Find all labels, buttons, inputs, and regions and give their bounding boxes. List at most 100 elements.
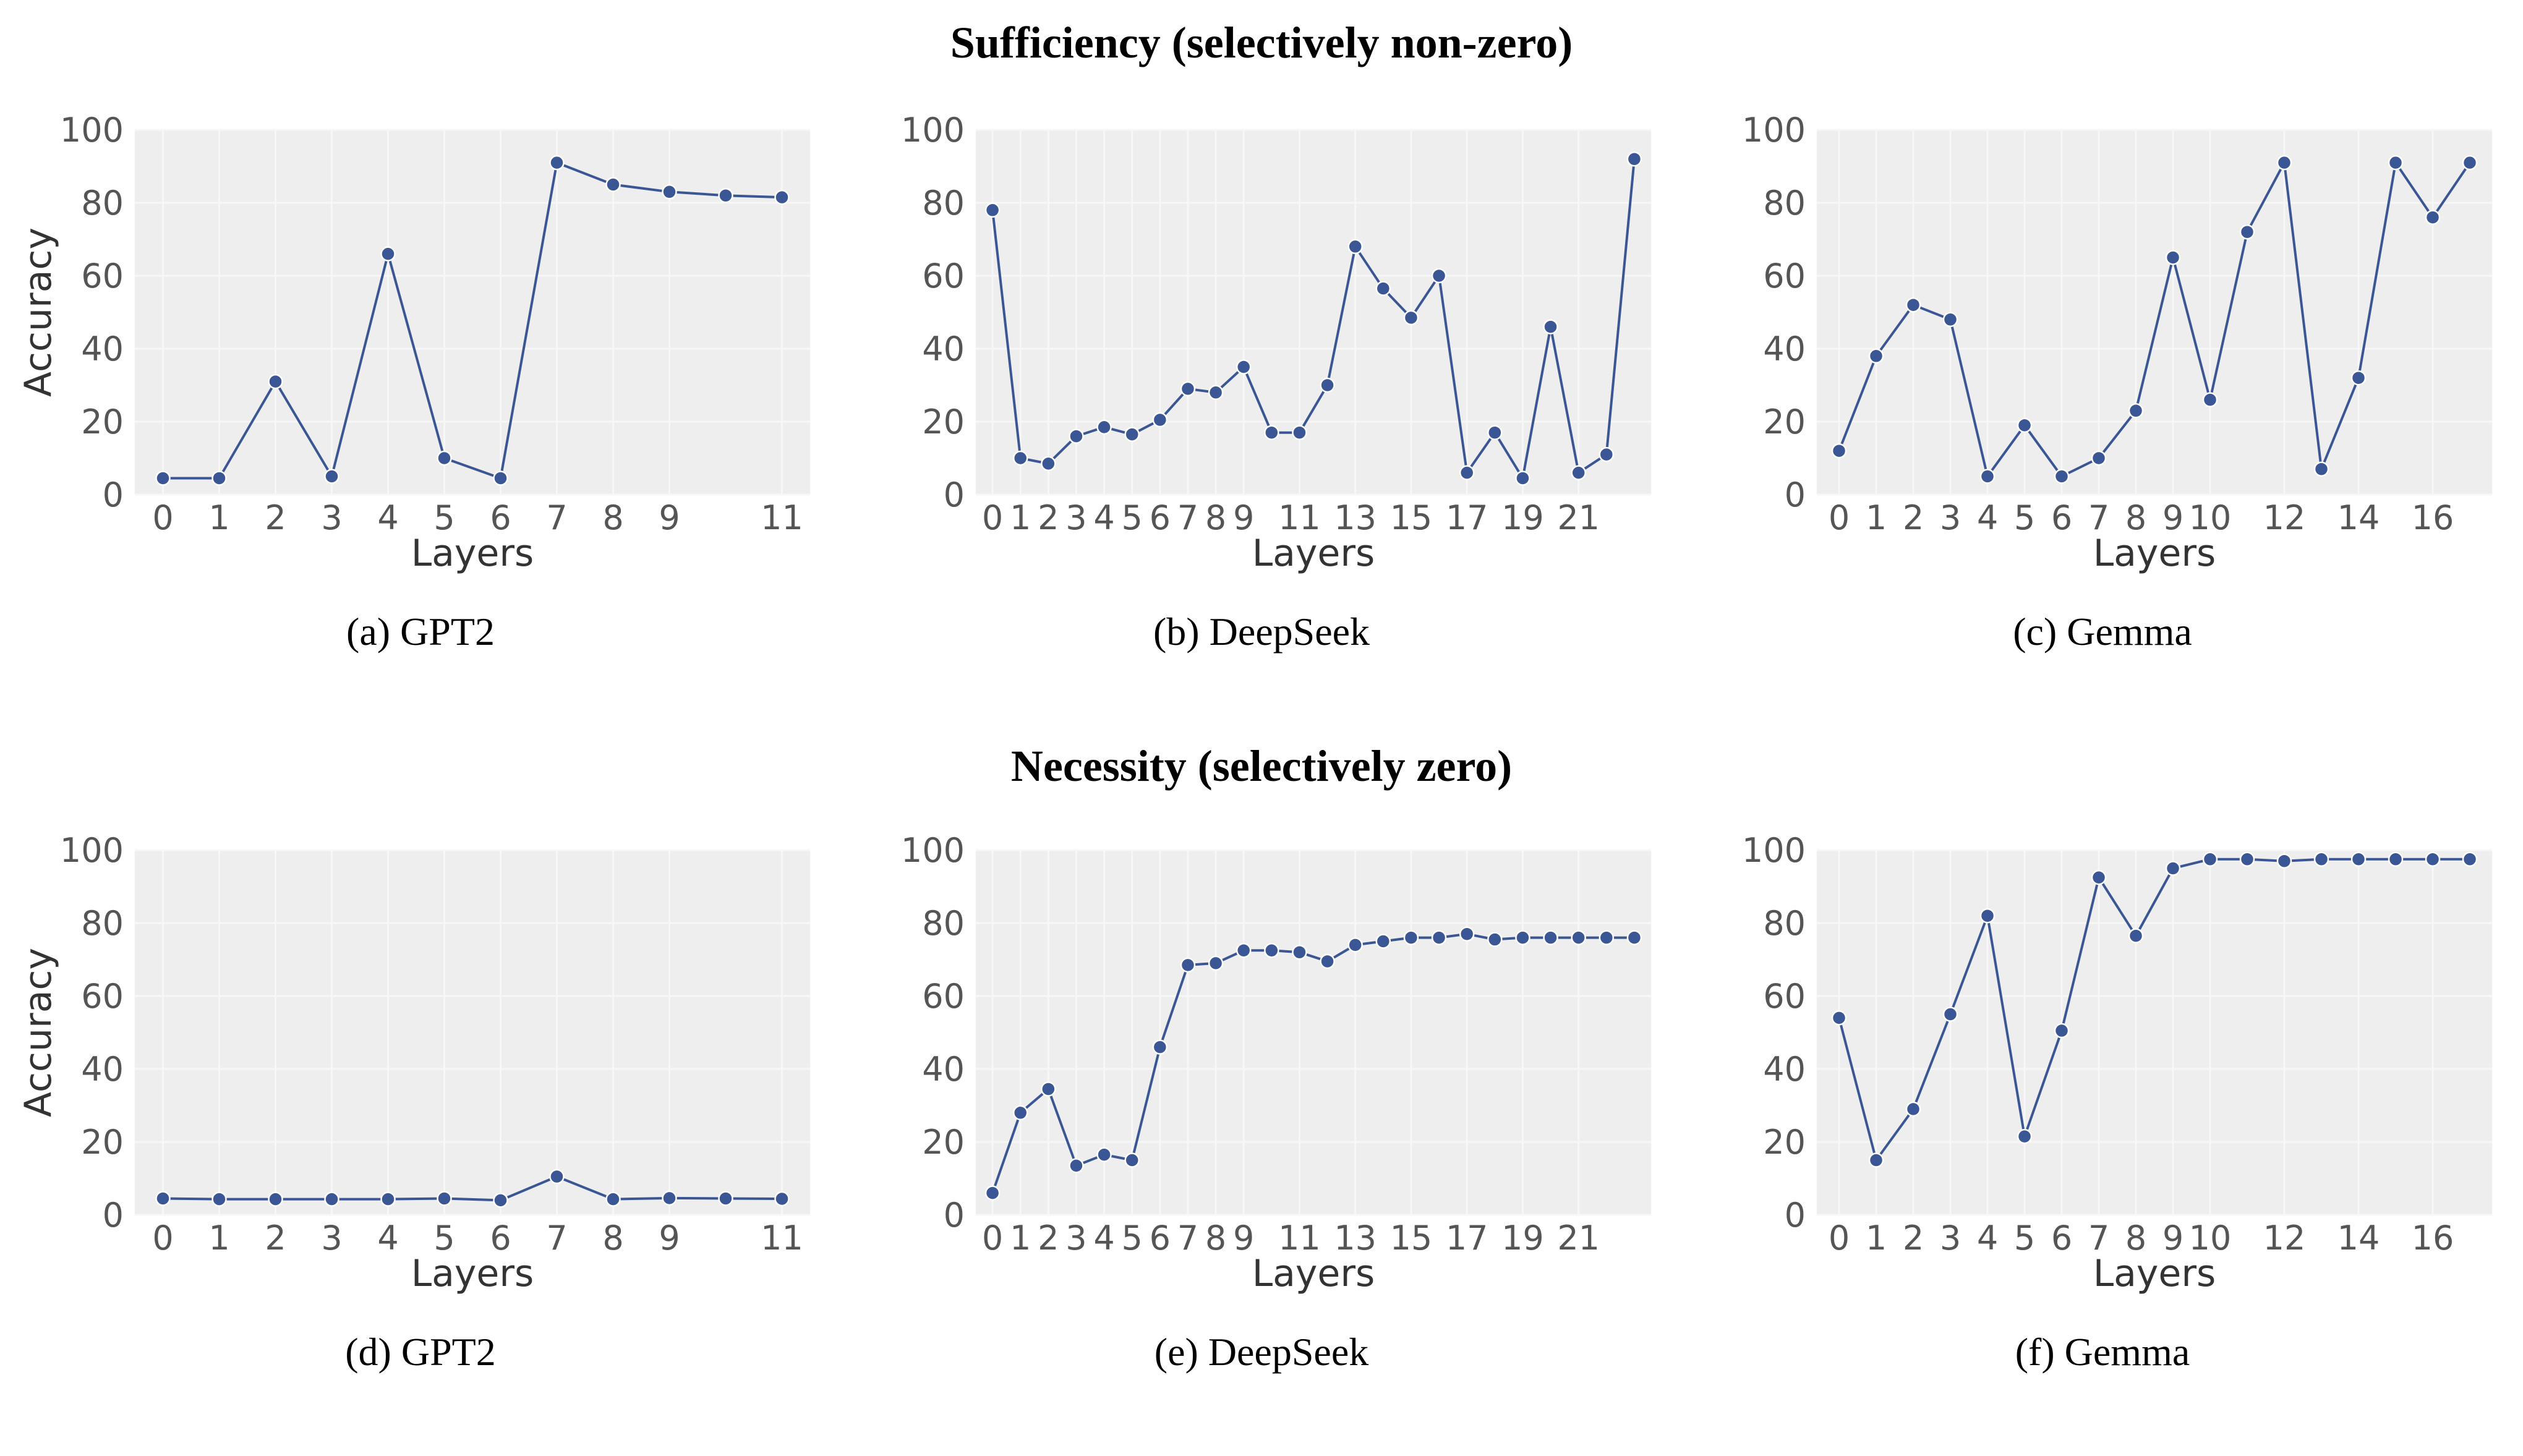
data-point (1868, 1152, 1884, 1168)
y-tick-label: 60 (922, 977, 965, 1016)
data-point (2017, 1128, 2033, 1144)
x-tick-label: 5 (433, 1219, 455, 1258)
data-point (1347, 239, 1363, 255)
data-point (1599, 446, 1615, 462)
y-tick-label: 20 (81, 1123, 124, 1162)
data-point (1347, 937, 1363, 953)
data-point (718, 187, 733, 203)
data-point (1403, 930, 1419, 945)
data-point (1012, 450, 1028, 466)
x-tick-label: 0 (152, 498, 173, 537)
caption-d: (d) GPT2 (345, 1330, 496, 1374)
y-tick-label: 0 (944, 475, 965, 514)
chart-panel-d: 0 20 40 60 80 100 0 1 2 3 4 5 6 7 8 9 11 Layers Accuracy (… (0, 831, 841, 1456)
data-point (1012, 1105, 1028, 1121)
x-tick-label: 1 (208, 498, 229, 537)
x-tick-label: 3 (321, 498, 342, 537)
data-point (493, 470, 508, 486)
x-tick-label: 4 (1977, 1219, 1998, 1258)
data-point (2202, 851, 2218, 867)
y-tick-label: 20 (81, 402, 124, 441)
plot-area-b (976, 130, 1651, 495)
x-tick-label: 9 (659, 1219, 680, 1258)
data-point (211, 470, 227, 486)
x-tick-label: 6 (2051, 1219, 2072, 1258)
x-tick-label: 1 (1866, 498, 1887, 537)
y-tick-label: 100 (901, 831, 965, 870)
data-point (2165, 861, 2181, 876)
data-point (1292, 425, 1307, 440)
y-tick-label: 40 (1763, 1050, 1806, 1089)
data-point (1152, 412, 1168, 428)
x-tick-label: 0 (1829, 498, 1850, 537)
x-tick-label: 6 (490, 498, 511, 537)
x-tick-label: 2 (265, 498, 286, 537)
data-point (1979, 908, 1996, 924)
data-point (1124, 1152, 1140, 1168)
data-point (1515, 930, 1530, 945)
data-point (2165, 250, 2181, 265)
data-point (2054, 1023, 2070, 1039)
y-tick-label: 80 (81, 904, 124, 943)
data-point (1599, 930, 1615, 945)
y-tick-label: 100 (60, 111, 124, 150)
series-line-d (163, 1175, 782, 1202)
x-tick-label: 6 (1150, 1219, 1171, 1258)
data-point (1096, 1147, 1112, 1162)
data-point (1180, 957, 1196, 973)
x-tick-label: 2 (1038, 1219, 1059, 1258)
x-tick-label: 4 (377, 498, 398, 537)
data-point (2091, 870, 2107, 885)
x-tick-label: 5 (1122, 498, 1143, 537)
data-point (718, 1191, 733, 1206)
data-point (1208, 385, 1224, 401)
y-tick-label: 40 (922, 1050, 965, 1089)
x-axis-label: Layers (411, 532, 534, 575)
data-point (493, 1193, 508, 1208)
y-tick-label: 0 (1785, 1196, 1806, 1235)
x-tick-label: 7 (2088, 498, 2109, 537)
plot-area-d (135, 850, 810, 1215)
caption-f: (f) Gemma (2015, 1330, 2190, 1374)
x-axis-label: Layers (411, 1252, 534, 1295)
x-tick-label: 7 (546, 498, 567, 537)
data-point (437, 1191, 452, 1206)
plot-area-e (976, 850, 1651, 1215)
data-point (1515, 470, 1530, 486)
data-point (437, 450, 452, 466)
y-tick-label: 40 (81, 1050, 124, 1089)
data-point (1069, 428, 1084, 444)
y-tick-label: 0 (103, 1196, 124, 1235)
data-point (1152, 1039, 1168, 1055)
data-point (1041, 1081, 1056, 1097)
data-point (268, 373, 283, 390)
data-point (1208, 955, 1224, 971)
x-tick-label: 17 (1446, 498, 1488, 537)
x-tick-label: 7 (1177, 498, 1198, 537)
data-point (984, 1185, 1001, 1201)
x-tick-label: 5 (2014, 1219, 2035, 1258)
caption-a: (a) GPT2 (346, 610, 495, 653)
data-point (1543, 319, 1558, 334)
x-tick-label: 11 (1278, 498, 1321, 537)
data-point (268, 1191, 283, 1207)
data-point (1236, 359, 1252, 375)
x-tick-label: 9 (659, 498, 680, 537)
y-tick-label: 60 (81, 977, 124, 1016)
y-tick-label: 20 (1763, 402, 1806, 441)
data-point (1571, 465, 1586, 480)
x-tick-label: 3 (1940, 1219, 1961, 1258)
data-point (1942, 1007, 1958, 1022)
x-tick-label: 4 (377, 1219, 398, 1258)
data-point (1292, 944, 1307, 960)
y-tick-label: 80 (1763, 184, 1806, 223)
data-point (2128, 928, 2144, 943)
x-tick-label: 3 (321, 1219, 342, 1258)
data-point (549, 155, 565, 171)
data-point (2425, 210, 2441, 225)
data-point (1096, 419, 1112, 435)
data-point (380, 246, 396, 262)
data-point (155, 470, 171, 486)
y-tick-label: 40 (81, 330, 124, 368)
